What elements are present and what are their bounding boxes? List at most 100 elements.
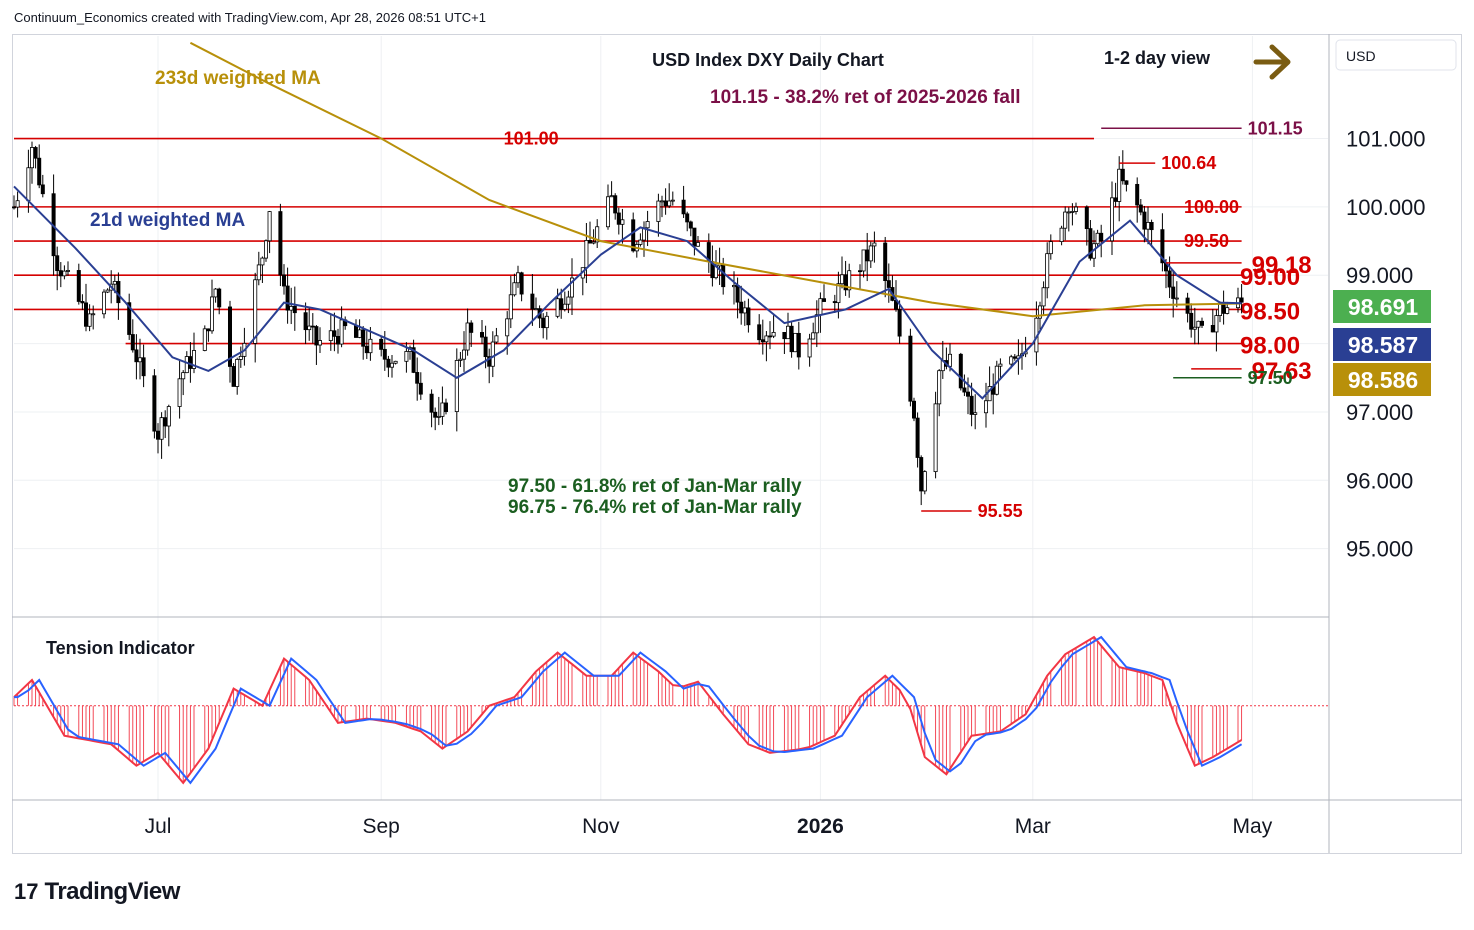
- candle-body: [209, 296, 214, 332]
- candle-body: [429, 393, 434, 413]
- candle-body: [415, 372, 420, 384]
- candle-body: [1160, 229, 1165, 264]
- candle-body: [1171, 286, 1176, 299]
- y-tick-label: 95.000: [1346, 537, 1413, 562]
- candle-body: [530, 293, 535, 310]
- candle-body: [865, 249, 870, 262]
- candle-body: [87, 313, 92, 327]
- candle-body: [418, 382, 423, 395]
- candle-body: [364, 345, 369, 354]
- candle-body: [584, 240, 589, 269]
- candle-body: [332, 330, 337, 337]
- candle-body: [159, 417, 164, 440]
- candle-body: [213, 288, 218, 298]
- candle-body: [479, 332, 484, 338]
- candle-body: [339, 319, 344, 345]
- candle-body: [141, 357, 146, 377]
- candle-body: [281, 274, 286, 287]
- candle-body: [1218, 302, 1223, 316]
- candle-body: [58, 270, 63, 277]
- candle-body: [1070, 211, 1075, 213]
- candle-body: [458, 358, 463, 361]
- y-tick-label: 100.000: [1346, 195, 1426, 220]
- candle-body: [335, 335, 340, 345]
- markers: 100.64 99.18 97.63 95.55 97.50 101.15: [921, 118, 1312, 521]
- tradingview-logo[interactable]: 17 TradingView: [14, 878, 180, 906]
- candle-body: [361, 329, 366, 347]
- candle-body: [559, 298, 564, 310]
- candle-body: [134, 349, 139, 363]
- candle-body: [202, 328, 207, 351]
- candle-body: [937, 370, 942, 405]
- candle-body: [998, 363, 1003, 367]
- candle-body: [386, 358, 391, 368]
- candle-body: [746, 307, 751, 326]
- candle-body: [231, 366, 236, 387]
- candle-body: [919, 457, 924, 492]
- y-tick-label: 101.000: [1346, 127, 1426, 152]
- candle-body: [206, 328, 211, 332]
- candle-body: [26, 167, 31, 202]
- candle-body: [1135, 183, 1140, 206]
- x-tick-label: 2026: [797, 815, 844, 838]
- tension-line: [13, 635, 1243, 785]
- candle-body: [1038, 305, 1043, 319]
- x-tick-label: Sep: [363, 815, 400, 838]
- candle-body: [40, 184, 45, 195]
- level-label: 99.00: [1240, 264, 1300, 291]
- candle-body: [692, 227, 697, 247]
- candle-body: [872, 242, 877, 247]
- price-badge: [1333, 328, 1431, 361]
- y-tick-label: 99.000: [1346, 263, 1413, 288]
- candle-body: [613, 195, 618, 214]
- candle-body: [217, 288, 222, 308]
- candle-body: [631, 219, 636, 252]
- candle-body: [606, 196, 611, 228]
- annotation: 96.75 - 76.4% ret of Jan-Mar rally: [508, 497, 802, 518]
- candle-body: [256, 264, 261, 281]
- candle-body: [285, 285, 290, 311]
- candle-body: [314, 326, 319, 346]
- candle-body: [278, 211, 283, 276]
- candle-body: [29, 147, 34, 169]
- price-badge-label: 98.586: [1348, 367, 1418, 393]
- chart-frame: [12, 34, 1462, 854]
- candle-body: [858, 270, 863, 273]
- candle-body: [404, 351, 409, 362]
- candle-body: [541, 317, 546, 329]
- candle-body: [1059, 227, 1064, 242]
- candle-body: [822, 298, 827, 302]
- ma21-label: 21d weighted MA: [90, 210, 245, 231]
- candle-body: [227, 306, 232, 367]
- candle-body: [1149, 221, 1154, 231]
- candle-body: [91, 313, 96, 316]
- candle-body: [688, 221, 693, 229]
- candle-body: [289, 306, 294, 311]
- candle-body: [847, 270, 852, 291]
- candle-body: [1185, 297, 1190, 314]
- candle-body: [76, 270, 81, 302]
- candle-body: [166, 406, 171, 427]
- candle-body: [490, 341, 495, 367]
- candle-body: [454, 360, 459, 412]
- ma233-label: 233d weighted MA: [155, 68, 321, 89]
- tension-title: Tension Indicator: [46, 638, 195, 658]
- candle-body: [588, 240, 593, 244]
- candle-body: [696, 242, 701, 247]
- candle-body: [382, 348, 387, 360]
- candle-body: [253, 279, 258, 344]
- candle-body: [461, 349, 466, 360]
- candle-body: [80, 301, 85, 304]
- candle-body: [912, 400, 917, 419]
- candle-body: [544, 315, 549, 329]
- candle-body: [1120, 168, 1125, 182]
- candle-body: [127, 302, 132, 335]
- candle-body: [670, 199, 675, 202]
- candle-body: [883, 242, 888, 282]
- currency-box: [1335, 39, 1457, 71]
- candle-body: [292, 306, 297, 314]
- candle-body: [534, 308, 539, 311]
- axes: 95.00096.00097.00098.00099.000100.000101…: [12, 34, 1462, 853]
- candle-body: [735, 285, 740, 303]
